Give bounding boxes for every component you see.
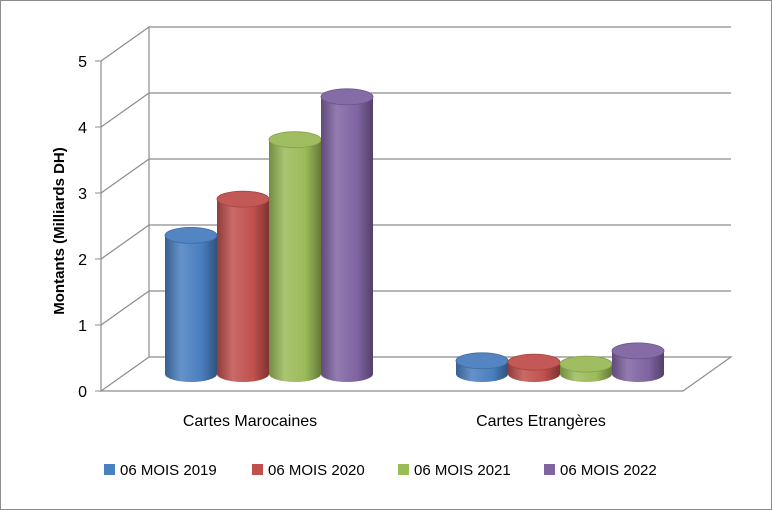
bar-top (268, 131, 322, 149)
y-tick-label: 4 (78, 120, 87, 137)
y-axis-label: Montants (Milliards DH) (51, 147, 68, 315)
bar-top (216, 190, 270, 208)
floor (99, 356, 733, 392)
bar-top (455, 352, 509, 370)
bar (611, 342, 665, 382)
bar-top (164, 226, 218, 244)
chart-walls (99, 27, 733, 392)
legend-swatch (104, 464, 115, 475)
legend-item: 06 MOIS 2020 (252, 462, 365, 479)
legend-item: 06 MOIS 2022 (544, 462, 657, 479)
bar (164, 226, 218, 382)
gridline (100, 224, 731, 260)
legend-label: 06 MOIS 2020 (268, 462, 365, 479)
category-labels: Cartes Marocaines Cartes Etrangères (183, 413, 606, 430)
bar-body (269, 139, 321, 382)
bar-body (217, 199, 269, 382)
category-label: Cartes Etrangères (476, 413, 606, 430)
bar-body (321, 96, 373, 383)
bar (320, 88, 374, 383)
bar-top (320, 88, 374, 106)
bar (455, 352, 509, 382)
bars (164, 88, 665, 383)
y-tick-label: 1 (78, 318, 87, 335)
legend-swatch (398, 464, 409, 475)
bar-top (559, 355, 613, 373)
gridlines (100, 26, 731, 326)
category-label: Cartes Marocaines (183, 413, 317, 430)
gridline (100, 26, 731, 62)
bar (216, 190, 270, 382)
gridline (100, 92, 731, 128)
legend-item: 06 MOIS 2021 (398, 462, 511, 479)
bar (559, 355, 613, 382)
legend: 06 MOIS 2019 06 MOIS 2020 06 MOIS 2021 06 M… (104, 462, 657, 479)
y-tick-label: 3 (78, 186, 87, 203)
legend-label: 06 MOIS 2019 (120, 462, 217, 479)
y-tick-label: 5 (78, 54, 87, 71)
bar-body (165, 235, 217, 382)
y-axis-ticks: 0 1 2 3 4 5 (78, 54, 101, 401)
bar-top (611, 342, 665, 360)
bar-top (507, 353, 561, 371)
legend-item: 06 MOIS 2019 (104, 462, 217, 479)
gridline (100, 158, 731, 194)
legend-swatch (252, 464, 263, 475)
y-tick-label: 0 (78, 384, 87, 401)
gridline (100, 290, 731, 326)
legend-swatch (544, 464, 555, 475)
bar-body (612, 350, 664, 382)
bar (507, 353, 561, 382)
y-tick-label: 2 (78, 252, 87, 269)
legend-label: 06 MOIS 2021 (414, 462, 511, 479)
legend-label: 06 MOIS 2022 (560, 462, 657, 479)
bar (268, 131, 322, 382)
